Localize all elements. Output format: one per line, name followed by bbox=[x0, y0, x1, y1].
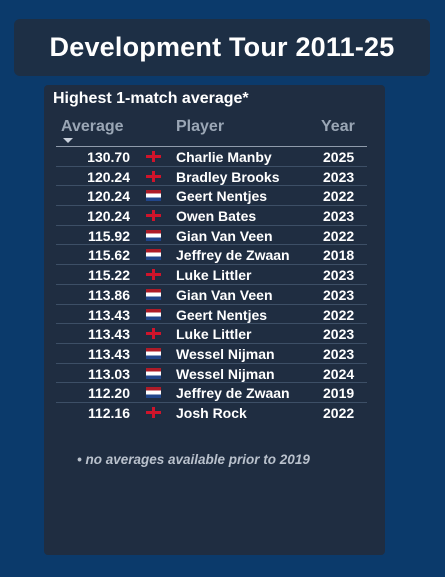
average-cell: 115.62 bbox=[87, 247, 130, 264]
year-cell: 2018 bbox=[323, 247, 355, 264]
average-cell: 113.43 bbox=[87, 306, 130, 323]
average-cell: 130.70 bbox=[87, 149, 130, 165]
title-banner: Development Tour 2011-25 bbox=[14, 19, 430, 76]
table-row[interactable]: 130.70 Charlie Manby 2025 bbox=[56, 147, 367, 167]
table-row[interactable]: 120.24 Geert Nentjes 2022 bbox=[56, 186, 367, 207]
player-cell: Jeffrey de Zwaan bbox=[176, 247, 290, 264]
average-cell: 120.24 bbox=[87, 188, 130, 205]
page-title: Development Tour 2011-25 bbox=[49, 32, 395, 62]
averages-table-body: 130.70 Charlie Manby 2025 120.24 Bradley Bro… bbox=[56, 147, 367, 423]
year-cell: 2023 bbox=[323, 326, 355, 343]
average-cell: 113.43 bbox=[87, 326, 130, 343]
footnote: • no averages available prior to 2019 bbox=[77, 452, 310, 467]
player-cell: Charlie Manby bbox=[176, 149, 272, 165]
column-header-year[interactable]: Year bbox=[321, 118, 355, 135]
year-cell: 2022 bbox=[323, 404, 355, 421]
average-cell: 113.03 bbox=[87, 365, 130, 382]
table-row[interactable]: 120.24 Owen Bates 2023 bbox=[56, 206, 367, 226]
average-cell: 112.20 bbox=[87, 385, 130, 402]
year-cell: 2023 bbox=[323, 286, 355, 303]
player-cell: Gian Van Veen bbox=[176, 227, 273, 244]
player-cell: Luke Littler bbox=[176, 267, 252, 284]
netherlands-flag-icon bbox=[146, 190, 161, 202]
player-cell: Gian Van Veen bbox=[176, 286, 273, 303]
netherlands-flag-icon bbox=[146, 387, 161, 399]
stats-panel: Highest 1-match average* Average Player … bbox=[44, 85, 385, 555]
table-row[interactable]: 115.62 Jeffrey de Zwaan 2018 bbox=[56, 245, 367, 266]
table-row[interactable]: 113.43 Wessel Nijman 2023 bbox=[56, 344, 367, 364]
average-cell: 112.16 bbox=[87, 404, 130, 421]
average-cell: 120.24 bbox=[87, 168, 130, 185]
panel-heading: Highest 1-match average* bbox=[53, 90, 249, 107]
header-divider bbox=[56, 146, 367, 147]
netherlands-flag-icon bbox=[146, 249, 161, 261]
table-row[interactable]: 113.43 Geert Nentjes 2022 bbox=[56, 305, 367, 325]
player-cell: Owen Bates bbox=[176, 208, 257, 225]
year-cell: 2023 bbox=[323, 267, 355, 284]
player-cell: Josh Rock bbox=[176, 404, 247, 421]
column-header-average[interactable]: Average bbox=[61, 118, 124, 135]
year-cell: 2022 bbox=[323, 306, 355, 323]
table-row[interactable]: 115.22 Luke Littler 2023 bbox=[56, 265, 367, 285]
average-cell: 115.22 bbox=[87, 267, 130, 284]
year-cell: 2023 bbox=[323, 208, 355, 225]
netherlands-flag-icon bbox=[146, 347, 161, 359]
average-cell: 115.92 bbox=[87, 227, 130, 244]
player-cell: Geert Nentjes bbox=[176, 188, 268, 205]
netherlands-flag-icon bbox=[146, 308, 161, 320]
table-row[interactable]: 115.92 Gian Van Veen 2022 bbox=[56, 226, 367, 246]
player-cell: Wessel Nijman bbox=[176, 345, 275, 362]
table-row[interactable]: 113.43 Luke Littler 2023 bbox=[56, 324, 367, 344]
player-cell: Luke Littler bbox=[176, 326, 252, 343]
table-row[interactable]: 112.16 Josh Rock 2022 bbox=[56, 403, 367, 423]
table-row[interactable]: 113.86 Gian Van Veen 2023 bbox=[56, 285, 367, 305]
player-cell: Geert Nentjes bbox=[176, 306, 268, 323]
year-cell: 2023 bbox=[323, 168, 355, 185]
average-cell: 120.24 bbox=[87, 208, 130, 225]
year-cell: 2023 bbox=[323, 345, 355, 362]
player-cell: Wessel Nijman bbox=[176, 365, 275, 382]
year-cell: 2025 bbox=[323, 149, 355, 165]
table-row[interactable]: 120.24 Bradley Brooks 2023 bbox=[56, 167, 367, 187]
table-row[interactable]: 112.20 Jeffrey de Zwaan 2019 bbox=[56, 383, 367, 403]
player-cell: Jeffrey de Zwaan bbox=[176, 385, 290, 402]
year-cell: 2022 bbox=[323, 227, 355, 244]
average-cell: 113.43 bbox=[87, 345, 130, 362]
netherlands-flag-icon bbox=[146, 367, 161, 379]
year-cell: 2024 bbox=[323, 365, 355, 382]
year-cell: 2019 bbox=[323, 385, 355, 402]
netherlands-flag-icon bbox=[146, 288, 161, 300]
table-row[interactable]: 113.03 Wessel Nijman 2024 bbox=[56, 364, 367, 384]
average-cell: 113.86 bbox=[87, 286, 130, 303]
netherlands-flag-icon bbox=[146, 229, 161, 241]
player-cell: Bradley Brooks bbox=[176, 168, 280, 185]
sort-descending-icon[interactable] bbox=[63, 138, 73, 143]
year-cell: 2022 bbox=[323, 188, 355, 205]
column-header-player[interactable]: Player bbox=[176, 118, 225, 135]
